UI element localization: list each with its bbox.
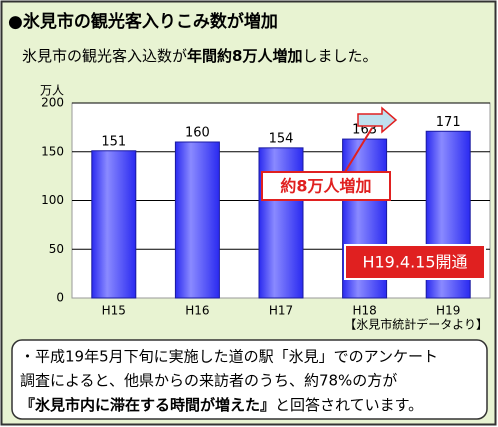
bar [91,150,137,299]
subtitle-part: 氷見市の観光客入込数が [22,47,187,65]
note-line: ・平成19年5月下旬に実施した道の駅「氷見」でのアンケート [20,348,438,366]
y-tick-label: 0 [56,291,64,305]
subtitle-bold: 年間約8万人増加 [187,47,302,65]
source: 【氷見市統計データより】 [344,317,488,332]
arrow [357,106,398,134]
subtitle-part: しました。 [302,47,377,65]
annotation: 約8万人増加 [280,177,371,196]
note-part: と回答されています。 [275,396,423,414]
x-tick-label: H19 [436,304,460,318]
y-tick-label: 200 [41,96,64,110]
title: ●氷見市の観光客入りこみ数が増加 [8,11,278,32]
y-tick-label: 50 [49,242,64,256]
y-tick-label: 100 [41,193,64,207]
value-label: 160 [185,126,210,141]
callout-box [261,171,391,201]
bar [258,147,304,299]
value-label: 151 [101,134,126,149]
note-bold: 『氷見市内に滞在する時間が増えた』 [20,396,275,414]
bar [174,141,220,299]
value-label: 154 [269,131,294,146]
note-line: 『氷見市内に滞在する時間が増えた』と回答されています。 [20,396,423,414]
callout-line [344,127,373,173]
note-box [11,339,488,420]
note-line: 調査によると、他県からの来訪者のうち、約78%の方が [20,372,397,390]
value-label: 171 [436,115,461,130]
subtitle: 氷見市の観光客入込数が年間約8万人増加しました。 [22,47,377,65]
y-axis-label: 万人 [40,84,64,98]
x-tick-label: H17 [269,304,293,318]
annotation: H19.4.15開通 [362,253,467,272]
x-tick-label: H18 [352,304,376,318]
y-tick-label: 150 [41,144,64,158]
x-tick-label: H16 [185,304,209,318]
x-tick-label: H15 [102,304,126,318]
opening-box [344,244,486,280]
